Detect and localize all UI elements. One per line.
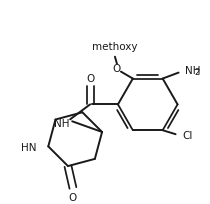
Text: O: O (69, 193, 77, 203)
Text: NH: NH (55, 119, 70, 129)
Text: NH: NH (185, 66, 200, 76)
Text: HN: HN (21, 143, 36, 153)
Text: O: O (113, 64, 121, 74)
Text: methoxy: methoxy (92, 42, 138, 52)
Text: 2: 2 (194, 68, 200, 77)
Text: Cl: Cl (182, 131, 193, 141)
Text: O: O (86, 73, 94, 84)
